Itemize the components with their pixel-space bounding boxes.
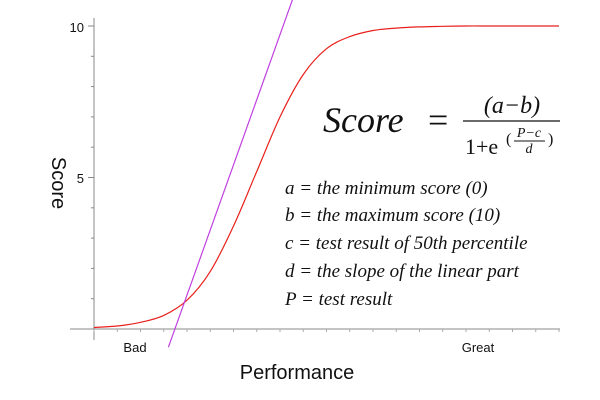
x-tick-label-bad: Bad: [123, 340, 146, 355]
y-minor-ticks: [88, 25, 94, 330]
y-tick-label-5: 5: [77, 171, 84, 186]
formula-numerator: (a−b): [484, 93, 540, 119]
definition-d: d = the slope of the linear part: [285, 261, 520, 282]
definition-b: b = the maximum score (10): [285, 205, 500, 226]
formula-exp-denominator: d: [526, 142, 534, 157]
x-tick-label-great: Great: [462, 340, 495, 355]
y-tick-label-10: 10: [70, 20, 84, 35]
tangent-line: [167, 0, 294, 348]
formula-exp-close: ): [548, 131, 553, 148]
formula-exp-numerator: P−c: [516, 126, 542, 141]
y-axis-label: Score: [47, 157, 69, 209]
formula: Score = (a−b) 1+e ( P−c d ): [323, 93, 560, 159]
definition-a: a = the minimum score (0): [285, 178, 488, 199]
definition-c: c = test result of 50th percentile: [285, 233, 528, 254]
formula-lhs: Score: [323, 100, 404, 140]
x-axis-label: Performance: [240, 362, 355, 384]
formula-denominator-base: 1+e: [465, 134, 498, 159]
x-minor-ticks: [93, 329, 560, 332]
definition-p: P = test result: [284, 289, 393, 310]
formula-exp-open: (: [506, 131, 511, 148]
definitions: a = the minimum score (0) b = the maximu…: [284, 178, 528, 310]
sigmoid-curve: [93, 25, 559, 329]
formula-equals: =: [428, 100, 448, 140]
